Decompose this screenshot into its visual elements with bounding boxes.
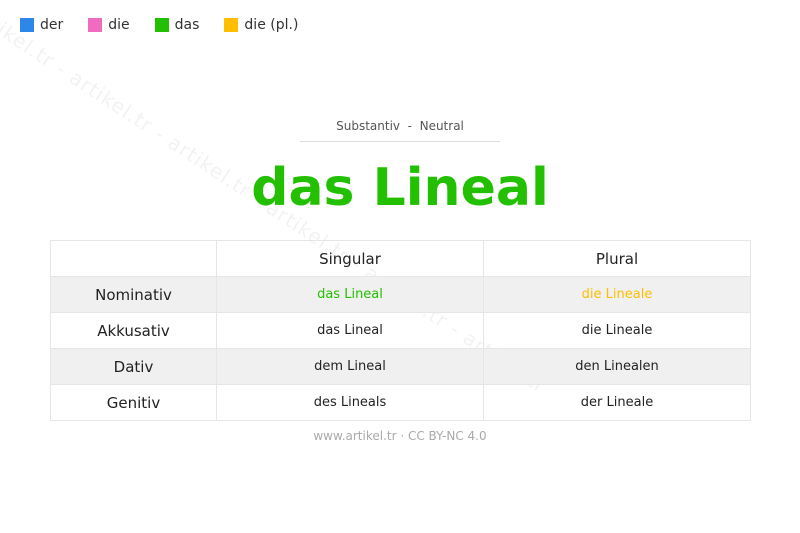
table-row: Akkusativ das Lineal die Lineale (50, 312, 751, 349)
table-header-row: Singular Plural (50, 240, 751, 277)
legend-item-der: der (20, 17, 63, 33)
die-swatch (88, 18, 103, 32)
legend-label: das (174, 17, 200, 33)
das-swatch (154, 18, 169, 32)
plural-cell: der Lineale (483, 384, 751, 421)
die-plural-swatch (224, 18, 239, 32)
footer-credit: www.artikel.tr · CC BY-NC 4.0 (313, 429, 487, 443)
singular-cell: das Lineal (216, 312, 484, 349)
header-singular: Singular (216, 240, 484, 277)
plural-cell: die Lineale (483, 276, 751, 313)
plural-cell: den Linealen (483, 348, 751, 385)
subtitle: Substantiv - Neutral (300, 119, 500, 142)
table-row: Dativ dem Lineal den Linealen (50, 348, 751, 385)
singular-cell: des Lineals (216, 384, 484, 421)
page-title: das Lineal (251, 158, 549, 218)
singular-cell: dem Lineal (216, 348, 484, 385)
legend: der die das die (pl.) (20, 17, 323, 33)
legend-label: die (108, 17, 130, 33)
case-label: Dativ (50, 348, 217, 385)
table-row: Nominativ das Lineal die Lineale (50, 276, 751, 313)
legend-label: die (pl.) (244, 17, 299, 33)
legend-item-die: die (88, 17, 130, 33)
case-label: Akkusativ (50, 312, 217, 349)
legend-label: der (40, 17, 64, 33)
der-swatch (20, 18, 34, 32)
plural-cell: die Lineale (483, 312, 751, 349)
declension-table: Singular Plural Nominativ das Lineal die… (50, 240, 751, 421)
legend-item-die-plural: die (pl.) (224, 17, 298, 33)
header-empty (50, 240, 217, 277)
case-label: Nominativ (50, 276, 217, 313)
table-row: Genitiv des Lineals der Lineale (50, 384, 751, 421)
legend-item-das: das (154, 17, 200, 33)
case-label: Genitiv (50, 384, 217, 421)
header-plural: Plural (483, 240, 751, 277)
singular-cell: das Lineal (216, 276, 484, 313)
